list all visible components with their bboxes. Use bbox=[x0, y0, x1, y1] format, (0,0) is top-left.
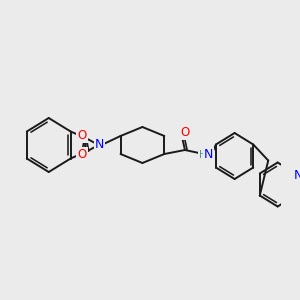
Text: N: N bbox=[204, 148, 213, 161]
Text: O: O bbox=[77, 129, 86, 142]
Text: N: N bbox=[95, 139, 104, 152]
Text: O: O bbox=[77, 148, 86, 161]
Text: N: N bbox=[294, 169, 300, 182]
Text: H: H bbox=[199, 150, 207, 160]
Text: O: O bbox=[180, 125, 190, 139]
